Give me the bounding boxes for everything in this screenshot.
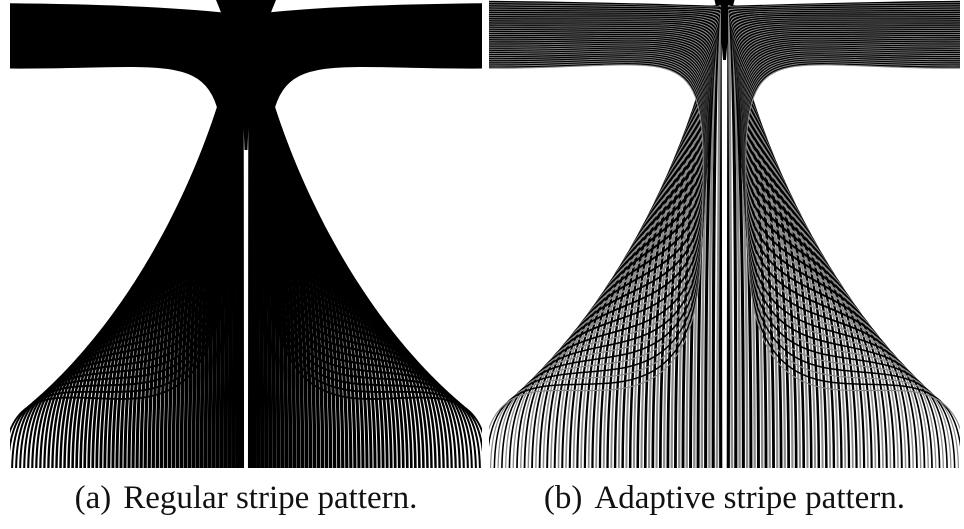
adaptive-stripe-pattern-image (489, 0, 960, 468)
regular-stripe-pattern-image (10, 0, 482, 468)
adaptive-stripe (489, 59, 706, 468)
regular-stripe (266, 65, 482, 435)
caption-b: (b) Adaptive stripe pattern. (489, 478, 960, 518)
adaptive-stripe-pattern-graphic (489, 0, 960, 468)
caption-a: (a) Regular stripe pattern. (10, 478, 482, 518)
caption-a-text: Regular stripe pattern. (123, 479, 418, 516)
regular-stripe-pattern-graphic (10, 0, 482, 468)
adaptive-stripes (489, 0, 960, 468)
adaptive-stripe (743, 59, 960, 468)
adaptive-stripe (745, 64, 960, 432)
regular-stripes (10, 0, 482, 468)
regular-stripe (10, 65, 226, 435)
adaptive-stripe (489, 64, 704, 432)
caption-a-label: (a) (74, 479, 112, 516)
caption-b-text: Adaptive stripe pattern. (594, 479, 906, 516)
caption-b-label: (b) (543, 479, 583, 516)
